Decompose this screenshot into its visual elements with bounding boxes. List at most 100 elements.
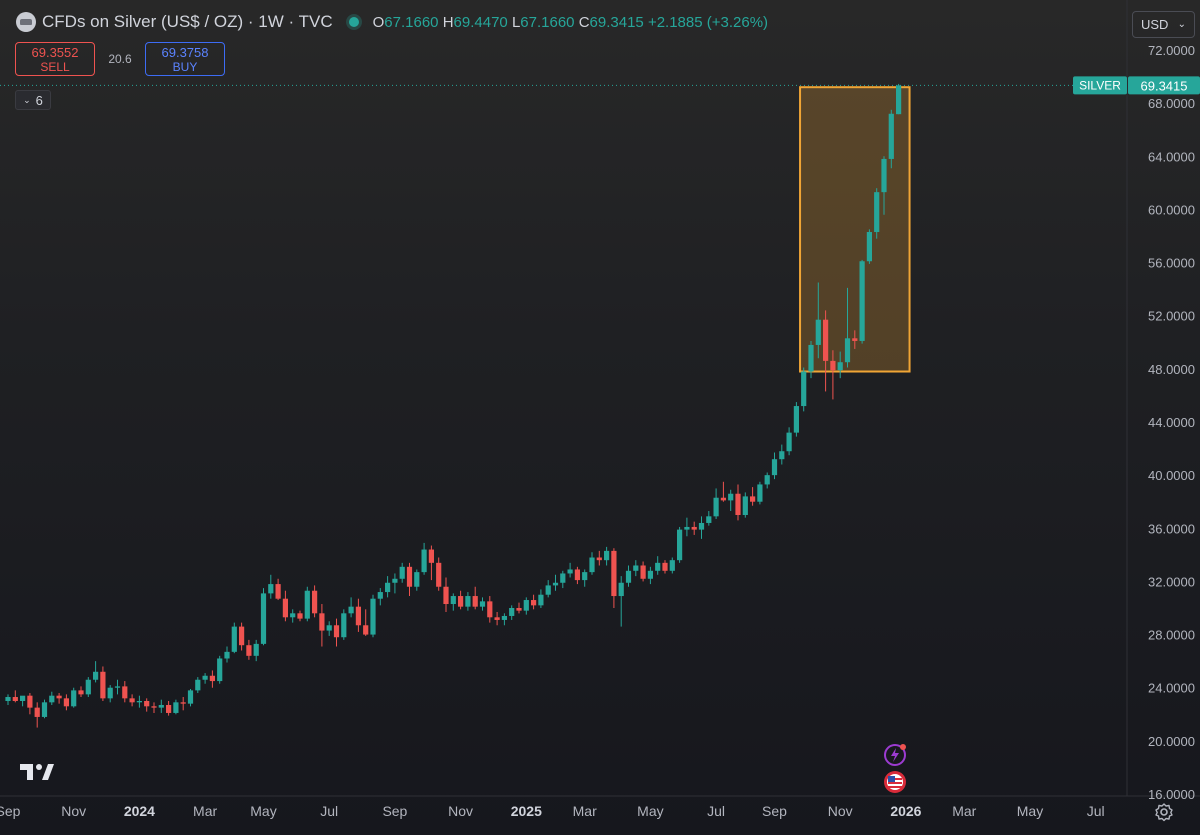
sell-button[interactable]: 69.3552 SELL: [15, 42, 95, 76]
candle-body: [823, 319, 829, 361]
currency-select[interactable]: USD ⌄: [1132, 11, 1195, 38]
candle-body: [589, 557, 595, 573]
flash-event-icon[interactable]: [883, 742, 909, 773]
candle-body: [633, 565, 639, 571]
buy-button[interactable]: 69.3758 BUY: [145, 42, 225, 76]
gear-icon[interactable]: [1154, 802, 1174, 827]
time-tick-label: May: [637, 803, 663, 819]
candle-body: [195, 679, 201, 691]
price-tick-label: 16.0000: [1148, 787, 1195, 802]
indicators-toggle[interactable]: ⌄ 6: [15, 90, 51, 110]
candle-body: [866, 232, 872, 262]
buy-label: BUY: [172, 60, 198, 74]
candle-body: [443, 586, 449, 605]
candle-body: [815, 319, 821, 345]
tradingview-logo-icon[interactable]: [20, 762, 54, 787]
price-tick-label: 20.0000: [1148, 734, 1195, 749]
candle-body: [516, 608, 522, 611]
price-tick-label: 44.0000: [1148, 415, 1195, 430]
indicators-count: 6: [35, 92, 43, 108]
candle-body: [180, 702, 186, 704]
candle-body: [647, 570, 653, 579]
market-status-icon[interactable]: [348, 17, 359, 27]
candle-body: [85, 679, 91, 695]
candle: [355, 598, 361, 632]
candle-body: [282, 598, 288, 618]
candle: [742, 492, 748, 518]
candle-body: [129, 698, 135, 703]
candle: [567, 562, 573, 578]
close-label: C: [578, 13, 590, 31]
price-tick-label: 56.0000: [1148, 256, 1195, 271]
candle-body: [771, 459, 778, 476]
candle-body: [202, 675, 208, 680]
time-tick-label: 2026: [890, 803, 921, 819]
candle-body: [290, 613, 296, 618]
candle: [859, 259, 865, 344]
candle: [224, 646, 230, 663]
change-value: +2.1885 (+3.26%): [647, 13, 769, 31]
time-tick-label: Jul: [1087, 803, 1105, 819]
candle: [501, 613, 507, 626]
candle: [195, 677, 201, 694]
candle-body: [735, 493, 741, 515]
price-badge-value: 69.3415: [1141, 78, 1188, 93]
candle: [129, 694, 135, 707]
candle: [27, 693, 33, 715]
candle-body: [49, 695, 55, 703]
sell-price: 69.3552: [31, 45, 79, 60]
candle-body: [567, 569, 573, 574]
candle: [122, 681, 128, 703]
candle: [844, 287, 851, 368]
price-tick-label: 32.0000: [1148, 574, 1195, 589]
time-tick-label: Mar: [952, 803, 976, 819]
time-tick-label: May: [250, 803, 276, 819]
candle-body: [523, 600, 529, 611]
candle: [144, 698, 150, 712]
candle-body: [27, 695, 33, 708]
candle-body: [662, 562, 668, 571]
candle-body: [706, 516, 712, 523]
candle-body: [275, 584, 281, 599]
candle: [779, 444, 785, 465]
candle-body: [801, 371, 807, 407]
symbol-title[interactable]: CFDs on Silver (US$ / OZ) · 1W · TVC: [42, 12, 333, 31]
time-tick-label: Sep: [0, 803, 21, 819]
candle: [808, 340, 814, 379]
candle: [282, 590, 288, 622]
candle-body: [166, 704, 172, 713]
candle: [677, 526, 683, 563]
candle: [392, 573, 398, 594]
close-value: 69.3415: [589, 13, 644, 31]
candle: [574, 566, 580, 585]
candle: [246, 639, 252, 660]
candle-body: [312, 590, 318, 614]
us-flag-event-icon[interactable]: [883, 769, 909, 800]
candle: [151, 702, 157, 713]
candle-body: [779, 451, 785, 460]
candle: [866, 229, 872, 264]
candle: [304, 586, 310, 622]
candle: [801, 367, 807, 412]
candle-body: [465, 596, 471, 607]
candle-body: [837, 362, 843, 371]
candle: [253, 639, 259, 662]
trade-panel: 69.3552 SELL 20.6 69.3758 BUY: [15, 42, 225, 76]
candle-body: [63, 698, 69, 707]
candle-body: [604, 550, 610, 561]
candle-body: [173, 702, 179, 713]
price-axis[interactable]: 72.0000 68.0000 64.0000 60.0000 56.0000 52.00…: [1148, 43, 1195, 802]
candle: [239, 622, 245, 651]
candle: [428, 545, 434, 581]
candle: [78, 686, 84, 698]
candle-body: [246, 645, 252, 656]
time-axis[interactable]: Sep Nov 2024 Mar May Jul Sep Nov 2025 Mar May Jul Se…: [0, 803, 1105, 819]
candle: [260, 588, 267, 646]
candle-body: [574, 569, 580, 581]
candle: [611, 548, 617, 608]
candle-body: [640, 565, 646, 579]
candle-body: [224, 651, 230, 659]
candle: [173, 699, 179, 715]
candle: [735, 484, 741, 521]
